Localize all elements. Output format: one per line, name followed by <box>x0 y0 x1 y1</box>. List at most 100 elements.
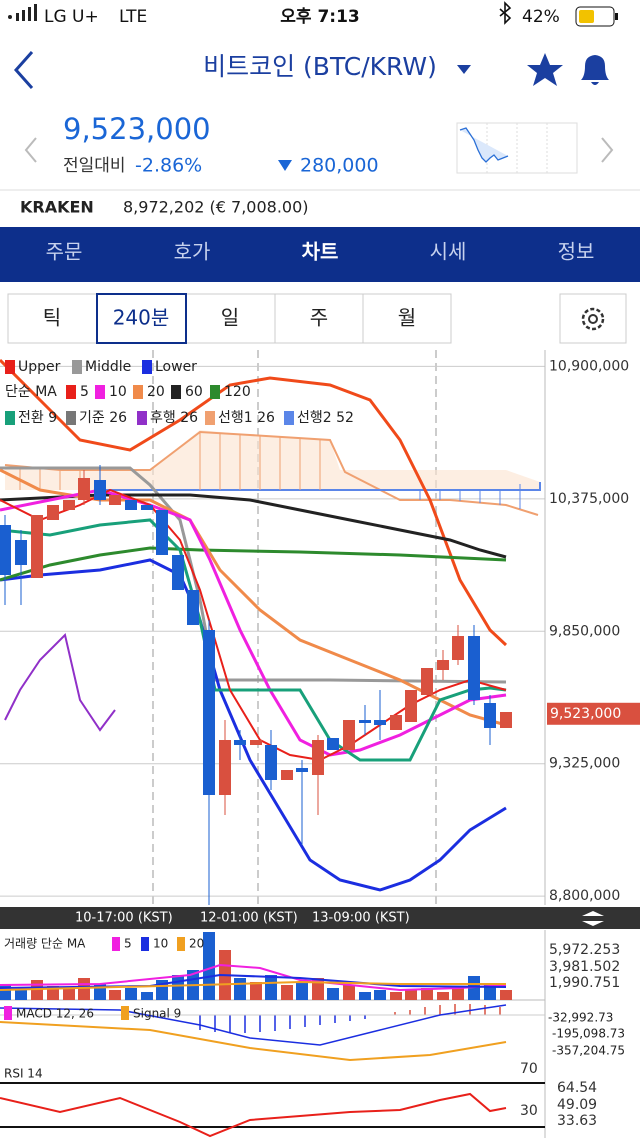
chart-shape <box>34 4 37 21</box>
period[interactable]: 틱 <box>43 306 61 330</box>
period[interactable]: 일 <box>221 306 239 330</box>
rsi-panel <box>0 1082 545 1138</box>
chart-shape <box>63 500 75 510</box>
chart-shape <box>156 510 168 555</box>
macd-signal: Signal 9 <box>133 1007 181 1021</box>
chart-shape <box>171 385 181 399</box>
group <box>394 1004 501 1015</box>
chart-shape <box>421 668 433 695</box>
tab[interactable]: 정보 <box>558 240 595 264</box>
main-chart: Upper Middle Lower 단순 MA 5 10 20 60 120 … <box>0 350 546 905</box>
favorite-star[interactable] <box>527 53 563 86</box>
mini-chart <box>456 122 578 174</box>
chart-shape <box>484 703 496 728</box>
chart-shape <box>0 1021 507 1062</box>
chart-shape <box>177 937 185 951</box>
chart-shape <box>0 1004 507 1046</box>
chart-shape <box>327 988 339 1000</box>
time-label: 10-17:00 (KST) <box>75 911 173 926</box>
period-active[interactable]: 240분 <box>113 306 170 330</box>
chart-shape <box>4 1006 12 1020</box>
chart-shape <box>8 15 12 19</box>
volume-tick: 5,972.253 <box>549 942 620 958</box>
chart-shape <box>468 636 480 700</box>
settings-button[interactable] <box>559 293 627 344</box>
time-label: 12-01:00 (KST) <box>200 911 298 926</box>
next-arrow[interactable] <box>601 137 614 163</box>
chart-shape <box>205 411 215 425</box>
chart-shape <box>0 980 506 991</box>
carrier: LG U+ <box>44 7 99 27</box>
chart-shape <box>78 478 90 500</box>
chart-shape <box>28 7 31 21</box>
period-bar <box>7 293 452 344</box>
chart-shape <box>405 990 417 1000</box>
tab[interactable]: 호가 <box>174 240 211 264</box>
volume-tick: 1,990.751 <box>549 975 620 991</box>
status-bar: LG U+ LTE 오후 7:13 42% <box>8 1 618 27</box>
title-dropdown[interactable] <box>457 65 471 74</box>
legend-item: 기준 26 <box>79 410 127 426</box>
prev-arrow[interactable] <box>24 137 37 163</box>
chart-shape <box>284 411 294 425</box>
chart-shape <box>437 992 449 1000</box>
chart-shape <box>15 990 27 1000</box>
chart-shape <box>121 1006 129 1020</box>
rsi-level: 30 <box>520 1103 538 1119</box>
alert-bell[interactable] <box>581 55 609 85</box>
chart-shape <box>47 505 59 520</box>
chart-shape <box>343 720 355 750</box>
chart-shape <box>615 13 618 20</box>
macd-panel <box>0 1004 545 1062</box>
chart-shape <box>109 495 121 505</box>
legend-item: Middle <box>85 359 131 375</box>
chart-shape <box>500 990 512 1000</box>
legend-item: Upper <box>18 359 61 375</box>
resize-handle[interactable] <box>582 911 604 926</box>
tab[interactable]: 시세 <box>430 240 467 264</box>
chart-shape <box>452 986 464 1000</box>
exchange-name: KRAKEN <box>20 198 94 217</box>
chart-shape <box>125 500 137 510</box>
group <box>19 432 321 490</box>
bluetooth-icon <box>499 1 512 25</box>
legend-item: 20 <box>189 937 204 951</box>
chart-shape <box>484 984 496 1000</box>
volume-title: 거래량 단순 MA <box>4 937 86 951</box>
back-button[interactable] <box>13 51 34 89</box>
chart-shape <box>359 720 371 723</box>
macd-title: MACD 12, 26 <box>16 1007 94 1021</box>
chart-shape <box>312 978 324 1000</box>
chart-shape <box>66 411 76 425</box>
chart-shape <box>0 984 11 1000</box>
macd-tick: -195,098.73 <box>552 1027 625 1041</box>
page-title[interactable]: 비트코인 (BTC/KRW) <box>203 52 437 81</box>
legend-item: Lower <box>155 359 197 375</box>
tab-active[interactable]: 차트 <box>302 240 339 264</box>
chart-shape <box>296 768 308 772</box>
tab-bar <box>0 227 640 282</box>
chart-shape <box>141 992 153 1000</box>
legend-title: 단순 MA <box>5 384 57 400</box>
chart-shape <box>390 715 402 730</box>
legend-item: 후행 26 <box>150 410 198 426</box>
y-tick-label: 9,850,000 <box>549 623 620 639</box>
price-value: 9,523,000 <box>63 112 211 146</box>
time: 오후 7:13 <box>280 6 359 27</box>
chart-shape <box>581 307 605 331</box>
chart-shape <box>374 720 386 725</box>
volume-tick: 3,981.502 <box>549 959 620 975</box>
tab[interactable]: 주문 <box>46 240 83 264</box>
chart-shape <box>66 385 76 399</box>
period[interactable]: 월 <box>398 306 416 330</box>
chart-shape <box>0 1092 507 1138</box>
chart-shape <box>96 293 187 344</box>
chart-shape <box>0 558 507 892</box>
chart-shape <box>250 982 262 1000</box>
chart-shape <box>390 992 402 1000</box>
legend-item: 10 <box>109 384 127 400</box>
period[interactable]: 주 <box>310 306 328 330</box>
chart-shape <box>141 505 153 510</box>
chart-shape <box>343 985 355 1000</box>
battery: 42% <box>522 7 560 27</box>
